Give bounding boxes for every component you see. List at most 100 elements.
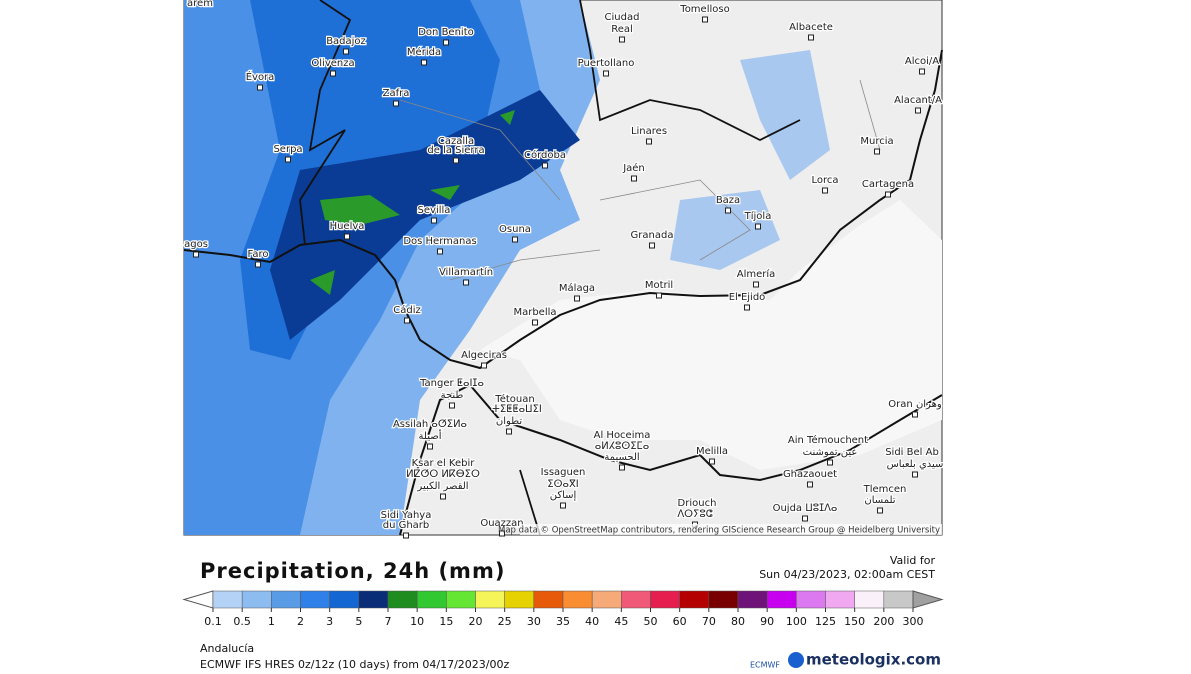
- city-marker: [919, 68, 925, 75]
- city-marker: [753, 281, 759, 288]
- city-label: Real: [611, 24, 633, 35]
- legend-tick-label: 3: [326, 615, 333, 628]
- city-label: Murcia: [860, 136, 893, 147]
- city-label: طنجة: [441, 390, 464, 401]
- city-marker: [481, 362, 487, 369]
- attribution-bg: [520, 524, 942, 535]
- legend-arrow-low: [182, 590, 214, 609]
- legend-arrow-high: [912, 590, 944, 609]
- city-marker: [330, 70, 336, 77]
- city-label: تطوان: [496, 416, 522, 427]
- legend-swatch: [504, 590, 535, 609]
- city-label: Alacant/A: [894, 95, 942, 106]
- city-label: Almería: [737, 268, 776, 280]
- city-marker: [885, 191, 891, 198]
- city-label: Huelva: [330, 221, 365, 232]
- valid-label: Valid for: [890, 554, 936, 567]
- legend-swatch: [621, 590, 651, 609]
- city-marker: [393, 100, 399, 107]
- title: Precipitation, 24h (mm): [200, 559, 505, 583]
- city-label: Mérida: [407, 46, 441, 58]
- legend-swatch: [650, 590, 680, 609]
- city-label: ⵍⵇⵚⵔ ⵍⴽⴱⵉⵔ: [406, 469, 480, 480]
- city-label: Badajoz: [326, 36, 366, 47]
- legend-swatch: [329, 590, 360, 609]
- ecmwf-logo: ECMWF: [750, 661, 780, 670]
- city-label: El Ejido: [729, 292, 766, 303]
- city-marker: [649, 242, 655, 249]
- city-label: Ksar el Kebir: [412, 458, 476, 469]
- city-label: Sidi Yahya: [381, 510, 432, 521]
- attribution: Map data © OpenStreetMap contributors, r…: [498, 526, 940, 536]
- city-label: Faro: [248, 249, 269, 260]
- city-label: Lorca: [811, 175, 838, 186]
- valid-time: Sun 04/23/2023, 02:00am CEST: [759, 568, 935, 581]
- city-label: ⴷⵔⵢⵓⵛ: [677, 509, 712, 520]
- city-label: Olivenza: [311, 58, 354, 69]
- city-marker: [285, 156, 291, 163]
- city-label: Don Benito: [418, 27, 474, 38]
- city-label: Zafra: [383, 88, 410, 99]
- city-label: Córdoba: [524, 149, 566, 161]
- city-label: Cádiz: [393, 304, 421, 316]
- city-marker: [532, 319, 538, 326]
- city-label: Osuna: [499, 224, 531, 235]
- city-label: Issaguen: [541, 467, 586, 478]
- city-marker: [807, 481, 813, 488]
- city-marker: [443, 39, 449, 46]
- city-label: Oujda ⵡⵓⵊⴷⴰ: [773, 503, 838, 514]
- city-marker: [915, 107, 921, 114]
- city-marker: [702, 16, 708, 23]
- legend-tick-label: 60: [673, 615, 687, 628]
- city-marker: [463, 279, 469, 286]
- city-marker: [440, 493, 446, 500]
- city-marker: [646, 138, 652, 145]
- legend-tick-label: 2: [297, 615, 304, 628]
- city-label: Villamartín: [439, 266, 493, 278]
- city-marker: [874, 148, 880, 155]
- legend-swatch: [212, 590, 243, 609]
- city-marker: [512, 236, 518, 243]
- city-label: إساكن: [550, 490, 577, 501]
- city-label: Tanger ⵟⴰⵏⵊⴰ: [419, 378, 484, 389]
- city-marker: [404, 317, 410, 324]
- city-marker: [619, 36, 625, 43]
- city-marker: [877, 507, 883, 514]
- legend: 0.1 0.5 1 2 3 5 7 10 15 20 25 30 35 40 45 50 60 70 80 90 100…: [182, 590, 944, 628]
- city-label: Tétouan: [494, 393, 534, 405]
- city-label: ⴰⵍⵃⵓⵙⵉⵎⴰ: [595, 441, 649, 452]
- city-label: Málaga: [559, 282, 595, 294]
- legend-tick-label: 5: [355, 615, 362, 628]
- city-label: أصيلة: [419, 429, 442, 442]
- city-label: Cazalla: [438, 136, 474, 147]
- region: Andalucía: [200, 642, 254, 655]
- legend-swatch: [271, 590, 301, 609]
- city-marker: [755, 223, 761, 230]
- city-label: Linares: [631, 126, 667, 137]
- legend-tick-label: 90: [760, 615, 774, 628]
- city-label: Évora: [246, 70, 275, 83]
- legend-swatch: [737, 590, 768, 609]
- city-label: Dos Hermanas: [403, 236, 476, 247]
- city-label: agos: [184, 239, 208, 250]
- legend-swatch: [416, 590, 447, 609]
- city-label: الحسيمة: [604, 452, 639, 463]
- legend-tick-label: 0.5: [233, 615, 251, 628]
- legend-tick-label: 45: [614, 615, 628, 628]
- legend-tick-label: 80: [731, 615, 745, 628]
- city-label: Sidi Bel Ab: [885, 447, 939, 458]
- city-marker: [255, 261, 261, 268]
- city-marker: [912, 471, 918, 478]
- city-label: Alcoi/A: [905, 56, 939, 67]
- legend-tick-label: 10: [410, 615, 424, 628]
- city-label: Granada: [631, 230, 674, 241]
- city-marker: [802, 515, 808, 522]
- city-marker: [449, 402, 455, 409]
- city-marker: [560, 502, 566, 509]
- city-marker: [725, 207, 731, 214]
- legend-swatch: [825, 590, 855, 609]
- city-marker: [656, 292, 662, 299]
- legend-swatch: [854, 590, 885, 609]
- legend-tick-label: 150: [844, 615, 865, 628]
